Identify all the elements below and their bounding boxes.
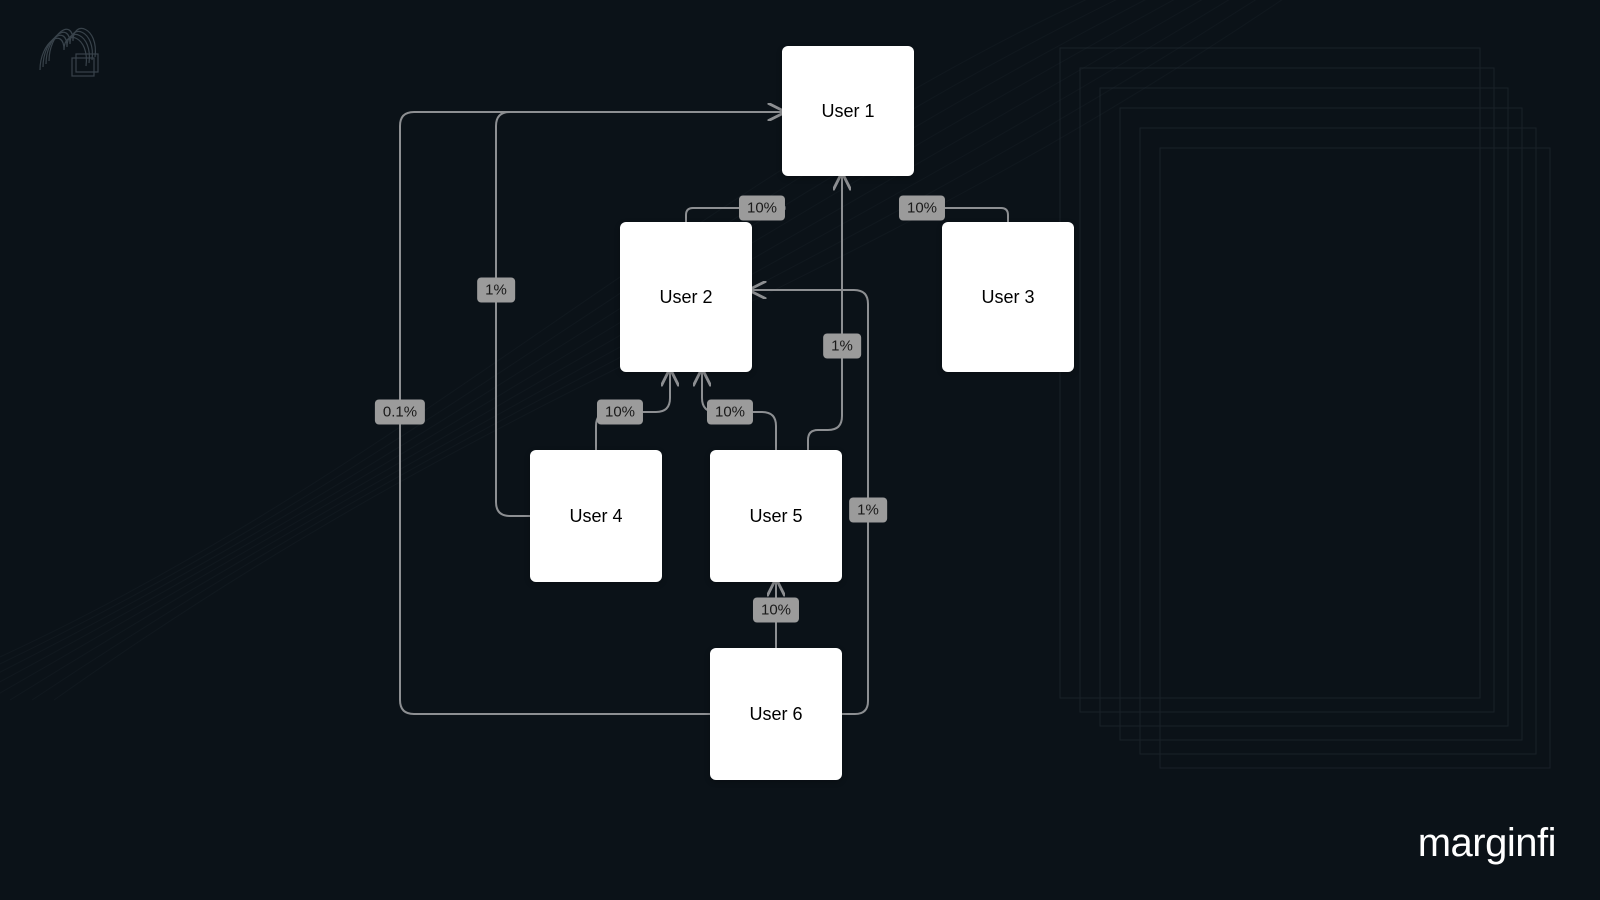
node-label: User 1 — [821, 101, 874, 122]
edge-label-e_u2_u1: 10% — [739, 196, 785, 221]
node-u1: User 1 — [782, 46, 914, 176]
brand-wordmark: marginfi — [1418, 821, 1556, 866]
edge-label-e_u5_u1: 1% — [823, 334, 861, 359]
edge-label-e_u6_u5: 10% — [753, 598, 799, 623]
node-u2: User 2 — [620, 222, 752, 372]
node-u5: User 5 — [710, 450, 842, 582]
edge-label-e_u4_u1: 1% — [477, 278, 515, 303]
edge-label-e_u6_u1: 0.1% — [375, 400, 425, 425]
node-u4: User 4 — [530, 450, 662, 582]
edge-label-e_u6_u2: 1% — [849, 498, 887, 523]
diagram-canvas: User 1 User 2 User 3 User 4 User 5 User 6 10% 1… — [0, 0, 1600, 900]
node-label: User 5 — [749, 506, 802, 527]
edge-label-e_u4_u2: 10% — [597, 400, 643, 425]
edge-label-e_u5_u2: 10% — [707, 400, 753, 425]
node-label: User 6 — [749, 704, 802, 725]
node-label: User 4 — [569, 506, 622, 527]
node-u3: User 3 — [942, 222, 1074, 372]
edge-e_u5_u1 — [808, 176, 842, 450]
node-label: User 2 — [659, 287, 712, 308]
node-u6: User 6 — [710, 648, 842, 780]
node-label: User 3 — [981, 287, 1034, 308]
edge-label-e_u3_u1: 10% — [899, 196, 945, 221]
edge-e_u6_u1 — [400, 112, 710, 714]
logo-icon — [34, 22, 104, 82]
